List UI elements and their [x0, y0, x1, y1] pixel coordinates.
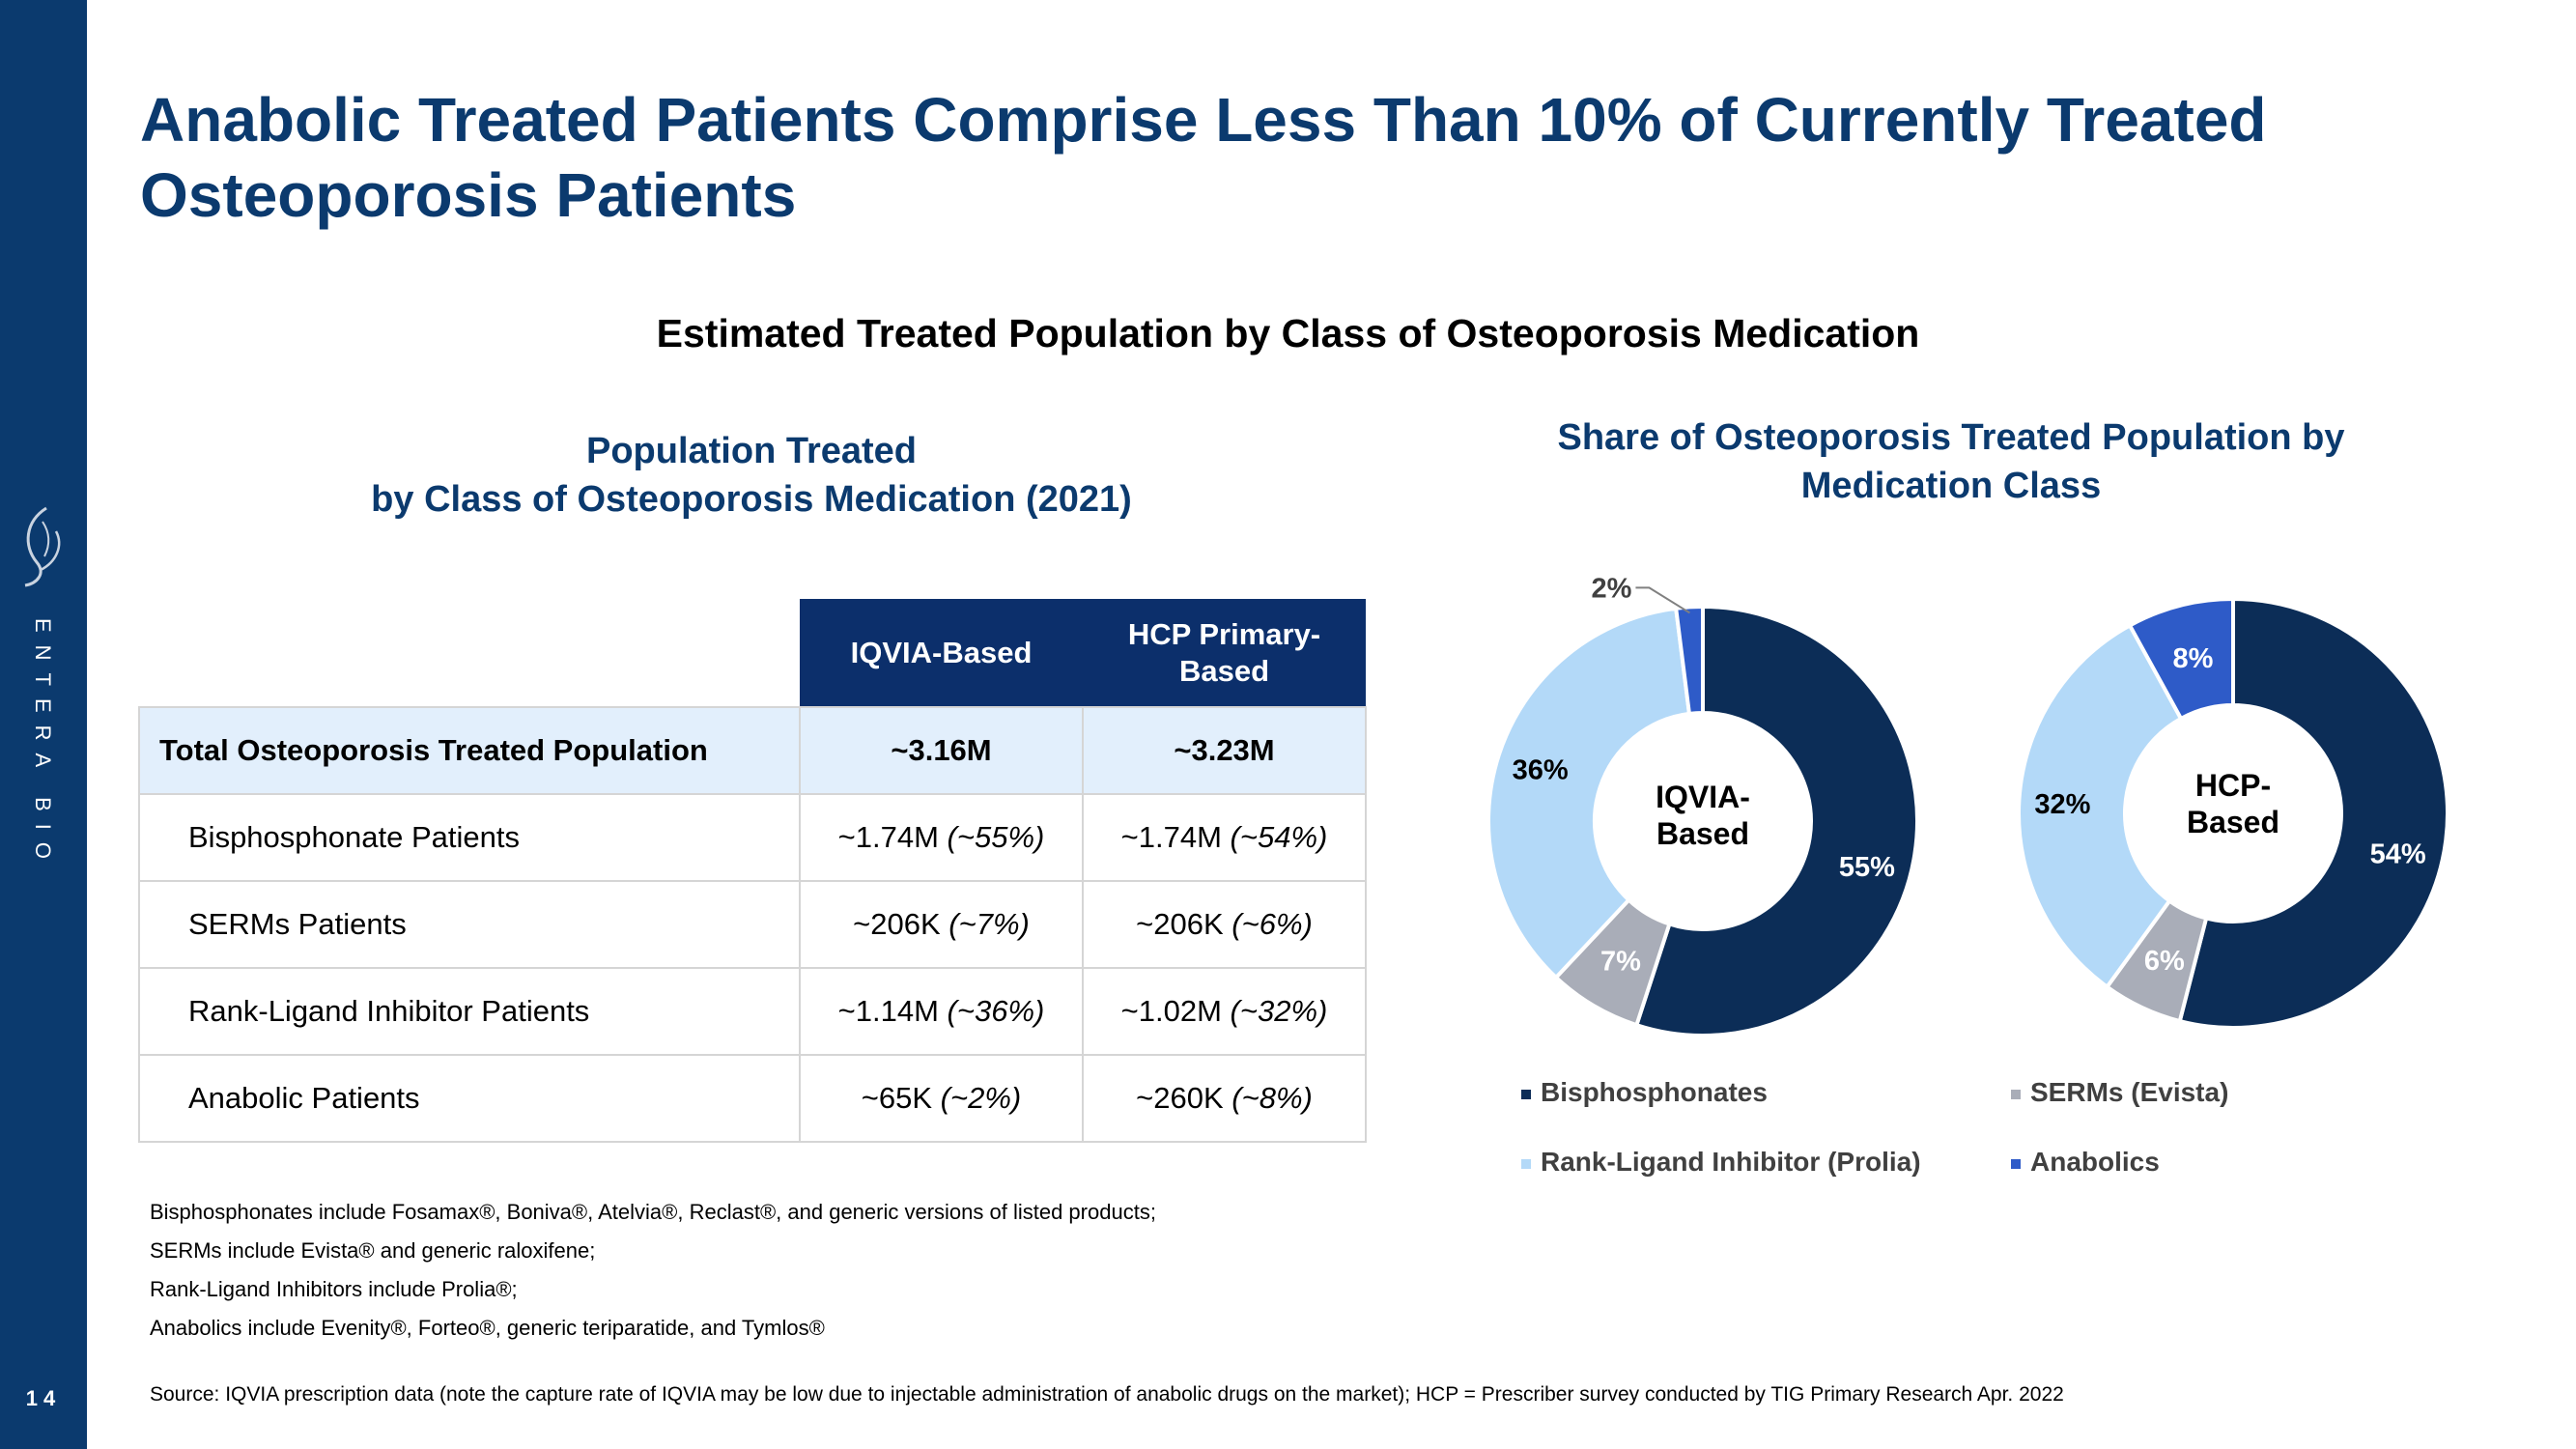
table-header-row: IQVIA-Based HCP Primary-Based	[139, 599, 1366, 707]
row-label: Bisphosphonate Patients	[138, 793, 800, 882]
population-table: IQVIA-Based HCP Primary-Based Total Oste…	[138, 599, 1367, 1143]
cell-hcp: ~1.02M (~32%)	[1082, 967, 1367, 1056]
row-label: Rank-Ligand Inhibitor Patients	[138, 967, 800, 1056]
cell-iqvia: ~206K (~7%)	[799, 880, 1084, 969]
data-label: 8%	[2173, 643, 2214, 674]
cell-iqvia-pct: (~2%)	[940, 1081, 1022, 1115]
cell-hcp: ~260K (~8%)	[1082, 1054, 1367, 1143]
table-header-hcp: HCP Primary-Based	[1083, 599, 1366, 707]
cell-iqvia-pct: (~36%)	[947, 994, 1045, 1028]
table-row: Bisphosphonate Patients ~1.74M (~55%) ~1…	[138, 793, 1367, 882]
cell-hcp: ~3.23M	[1082, 706, 1367, 795]
data-label: 6%	[2144, 946, 2185, 977]
chart-title: Share of Osteoporosis Treated Population…	[1557, 417, 2345, 506]
legend-label: SERMs (Evista)	[2030, 1077, 2229, 1107]
legend-label: Anabolics	[2030, 1147, 2160, 1177]
data-label: 54%	[2370, 839, 2426, 870]
leader-line	[1635, 586, 1690, 614]
legend-label: Rank-Ligand Inhibitor (Prolia)	[1541, 1147, 1921, 1177]
cell-iqvia-value: ~65K	[861, 1081, 933, 1115]
cell-hcp-value: ~1.02M	[1120, 994, 1222, 1028]
table-header-hcp-text: HCP Primary-Based	[1127, 616, 1321, 688]
table-title-line1: Population Treated	[585, 431, 918, 471]
data-label: 36%	[1513, 754, 1569, 785]
donut-center-label: HCP-	[2195, 768, 2271, 803]
cell-hcp-value: ~260K	[1136, 1081, 1224, 1115]
cell-hcp-value: ~206K	[1136, 907, 1224, 941]
donut-slice-rank-ligand-inhibitor-prolia	[2017, 622, 2184, 990]
cell-iqvia: ~1.14M (~36%)	[799, 967, 1084, 1056]
cell-iqvia-value: ~206K	[853, 907, 941, 941]
footnote-bisphosphonates: Bisphosphonates include Fosamax®, Boniva…	[150, 1200, 1156, 1224]
cell-iqvia: ~1.74M (~55%)	[799, 793, 1084, 882]
cell-hcp-pct: (~8%)	[1231, 1081, 1313, 1115]
legend-item: Rank-Ligand Inhibitor (Prolia)	[1521, 1147, 1921, 1178]
cell-iqvia-value: ~3.16M	[891, 733, 992, 767]
row-label: Total Osteoporosis Treated Population	[138, 706, 800, 795]
table-header-blank	[139, 599, 800, 707]
donut-center-label: Based	[2187, 805, 2279, 839]
cell-iqvia: ~3.16M	[799, 706, 1084, 795]
legend-item: SERMs (Evista)	[2011, 1077, 2228, 1108]
cell-hcp-value: ~1.74M	[1120, 820, 1222, 854]
cell-hcp-pct: (~6%)	[1231, 907, 1313, 941]
cell-iqvia-value: ~1.14M	[837, 994, 939, 1028]
donut-center-label: IQVIA-	[1656, 780, 1750, 814]
cell-iqvia-pct: (~55%)	[947, 820, 1045, 854]
legend-item: Anabolics	[2011, 1147, 2160, 1178]
cell-iqvia: ~65K (~2%)	[799, 1054, 1084, 1143]
page-number: 14	[25, 1386, 62, 1410]
legend-label: Bisphosphonates	[1541, 1077, 1768, 1107]
data-label: 55%	[1839, 852, 1895, 883]
donut-slice-anabolics	[2127, 596, 2235, 722]
table-row: Rank-Ligand Inhibitor Patients ~1.14M (~…	[138, 967, 1367, 1056]
cell-hcp: ~1.74M (~54%)	[1082, 793, 1367, 882]
legend-swatch	[1521, 1089, 1531, 1099]
legend-swatch	[2011, 1089, 2021, 1099]
table-title: Population Treated by Class of Osteoporo…	[138, 427, 1365, 524]
table-title-line2: by Class of Osteoporosis Medication (202…	[371, 479, 1132, 520]
donut-slice-rank-ligand-inhibitor-prolia	[1486, 606, 1692, 980]
sidebar: ENTERA BIO 14	[0, 0, 87, 1449]
row-label: SERMs Patients	[138, 880, 800, 969]
data-label: 32%	[2034, 789, 2090, 820]
table-header-iqvia: IQVIA-Based	[800, 599, 1083, 707]
donut-slice-anabolics	[1673, 604, 1705, 717]
footnote-serms: SERMs include Evista® and generic raloxi…	[150, 1238, 596, 1263]
legend-item: Bisphosphonates	[1521, 1077, 1768, 1108]
cell-iqvia-pct: (~7%)	[948, 907, 1030, 941]
donut-center-label: Based	[1656, 816, 1749, 851]
row-label: Anabolic Patients	[138, 1054, 800, 1143]
chart-legend: Bisphosphonates SERMs (Evista) Rank-Ligand…	[1521, 1077, 2391, 1193]
cell-hcp: ~206K (~6%)	[1082, 880, 1367, 969]
table-row: Anabolic Patients ~65K (~2%) ~260K (~8%)	[138, 1054, 1367, 1143]
cell-hcp-pct: (~32%)	[1230, 994, 1328, 1028]
legend-swatch	[2011, 1158, 2021, 1169]
footnotes: Bisphosphonates include Fosamax®, Boniva…	[150, 1193, 1156, 1348]
cell-hcp-pct: (~54%)	[1230, 820, 1328, 854]
footnote-anabolics: Anabolics include Evenity®, Forteo®, gen…	[150, 1316, 825, 1340]
cell-hcp-value: ~3.23M	[1174, 733, 1275, 767]
source-note: Source: IQVIA prescription data (note th…	[150, 1383, 2064, 1406]
cell-iqvia-value: ~1.74M	[837, 820, 939, 854]
table-row-total: Total Osteoporosis Treated Population ~3…	[138, 706, 1367, 795]
legend-swatch	[1521, 1158, 1531, 1169]
table-row: SERMs Patients ~206K (~7%) ~206K (~6%)	[138, 880, 1367, 969]
footnote-rank-ligand: Rank-Ligand Inhibitors include Prolia®;	[150, 1277, 518, 1301]
slide-subtitle: Estimated Treated Population by Class of…	[656, 311, 1920, 355]
slide-title: Anabolic Treated Patients Comprise Less …	[140, 85, 2267, 230]
brand-name: ENTERA BIO	[31, 618, 55, 872]
data-label: 2%	[1592, 573, 1632, 604]
donut-slice-bisphosphonates	[2177, 596, 2449, 1030]
donut-slice-bisphosphonates	[1633, 604, 1919, 1037]
entera-logo-icon	[24, 506, 61, 587]
data-label: 7%	[1600, 947, 1641, 978]
